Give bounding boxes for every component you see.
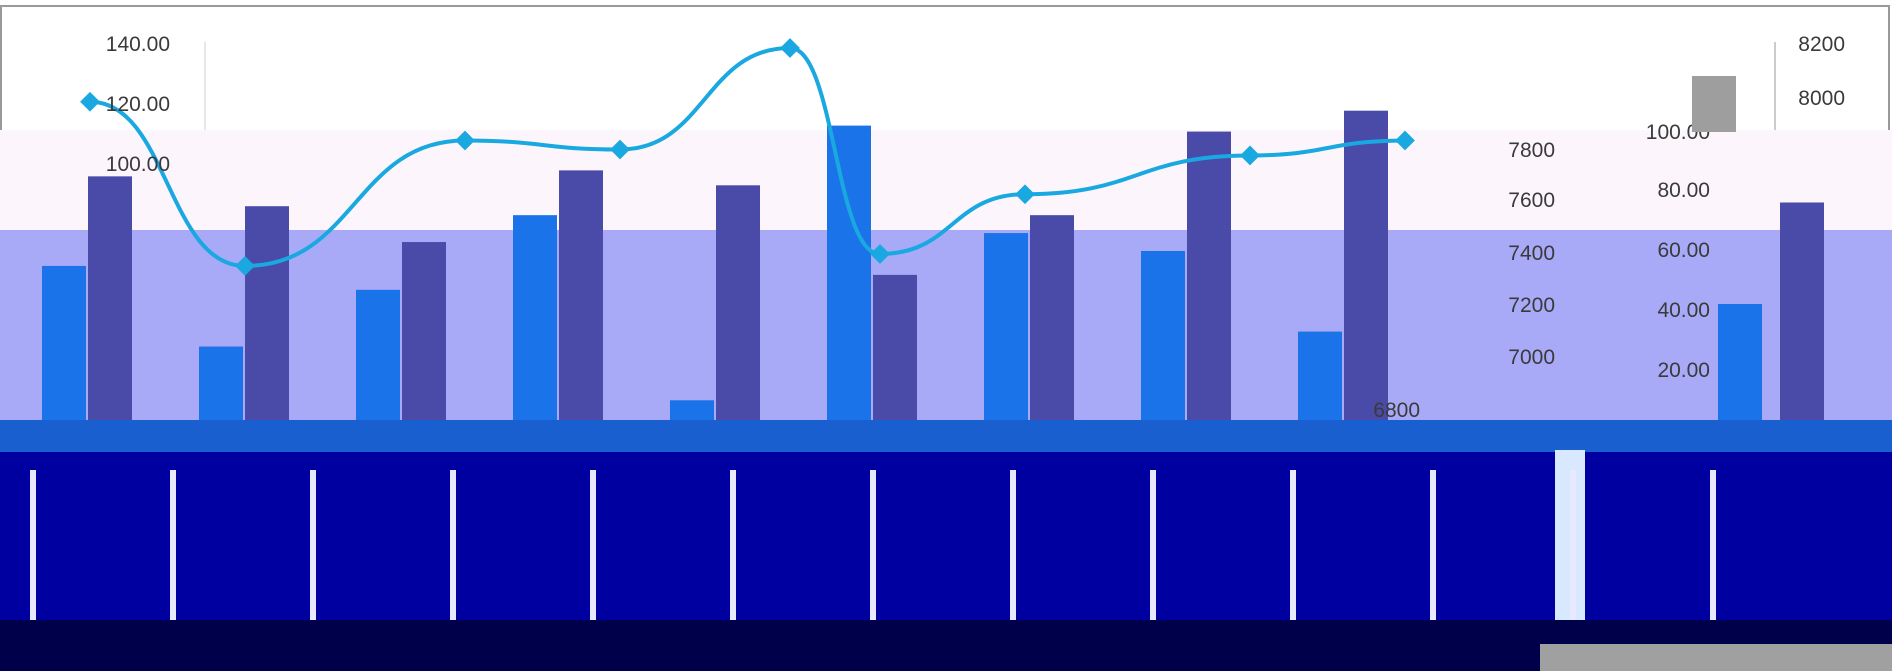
table-divider: [1710, 470, 1716, 620]
grey-bar: [1692, 76, 1736, 132]
right-tick-label: 7000: [1508, 346, 1555, 369]
right-tick-label: 7400: [1508, 242, 1555, 265]
table-divider: [170, 470, 176, 620]
table-divider: [590, 470, 596, 620]
table-divider: [1290, 470, 1296, 620]
bar-series2-9: [1344, 110, 1388, 461]
bar-series1-4: [513, 215, 557, 460]
band-grey: [1540, 644, 1892, 671]
table-divider: [730, 470, 736, 620]
table-divider: [1570, 470, 1576, 620]
bar-series2-4: [559, 170, 603, 460]
bar-series2-2: [245, 206, 289, 460]
band-blue: [0, 420, 1892, 452]
pink-band: [0, 130, 1892, 230]
line-marker-1: [80, 91, 100, 112]
table-divider: [450, 470, 456, 620]
table-divider: [310, 470, 316, 620]
line-marker-3: [455, 130, 475, 151]
table-divider: [870, 470, 876, 620]
right-tick-label: 6800: [1373, 399, 1420, 422]
line-marker-2: [235, 256, 255, 276]
secondary-tick-label: 60.00: [1657, 239, 1710, 262]
right-tick-label: 7200: [1508, 294, 1555, 317]
table-divider: [30, 470, 36, 620]
right-tick-label: 7800: [1508, 139, 1555, 162]
right-tick-label: 8200: [1798, 33, 1845, 56]
secondary-tick-label: 40.00: [1657, 299, 1710, 322]
table-divider: [1430, 470, 1436, 620]
bar-series1-6: [827, 125, 871, 460]
right-tick-label: 8000: [1798, 87, 1845, 110]
right-tick-label: 7600: [1508, 189, 1555, 212]
secondary-tick-label: 80.00: [1657, 179, 1710, 202]
corrupted-overlay: [0, 420, 1892, 671]
bar-series2-7: [1030, 215, 1074, 460]
left-tick-label: 120.00: [106, 93, 170, 116]
line-marker-8: [1240, 145, 1260, 166]
secondary-tick-label: 20.00: [1657, 359, 1710, 382]
lavender-band: [0, 230, 1892, 420]
table-divider: [1150, 470, 1156, 620]
table-divider: [1010, 470, 1016, 620]
secondary-bar-2: [1718, 304, 1762, 420]
left-tick-label: 100.00: [106, 153, 170, 176]
bar-series2-8: [1187, 131, 1231, 461]
secondary-bar-1: [1780, 202, 1824, 420]
main-plot: [0, 38, 1892, 461]
band-table: [0, 452, 1892, 622]
left-axis: 140.00 120.00 100.00: [106, 33, 170, 176]
line-marker-9: [1395, 130, 1415, 151]
bar-series2-5: [716, 185, 760, 461]
right-axis: 8200 8000 7800 7600 7400 7200 7000 6800: [1373, 33, 1845, 422]
left-tick-label: 140.00: [106, 33, 170, 56]
bar-series2-1: [88, 176, 132, 460]
